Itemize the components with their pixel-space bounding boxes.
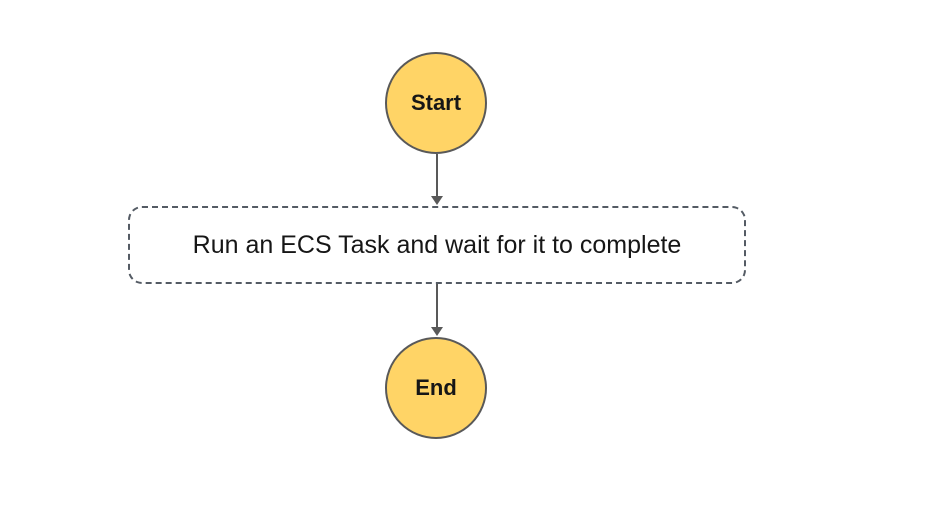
end-node: End — [385, 337, 487, 439]
start-node-label: Start — [411, 90, 461, 116]
flowchart-container: Start Run an ECS Task and wait for it to… — [0, 0, 928, 524]
arrow-task-to-end — [437, 284, 439, 337]
task-node: Run an ECS Task and wait for it to compl… — [128, 206, 746, 284]
task-node-label: Run an ECS Task and wait for it to compl… — [193, 231, 682, 260]
start-node: Start — [385, 52, 487, 154]
end-node-label: End — [415, 375, 457, 401]
arrow-start-to-task — [437, 154, 439, 206]
